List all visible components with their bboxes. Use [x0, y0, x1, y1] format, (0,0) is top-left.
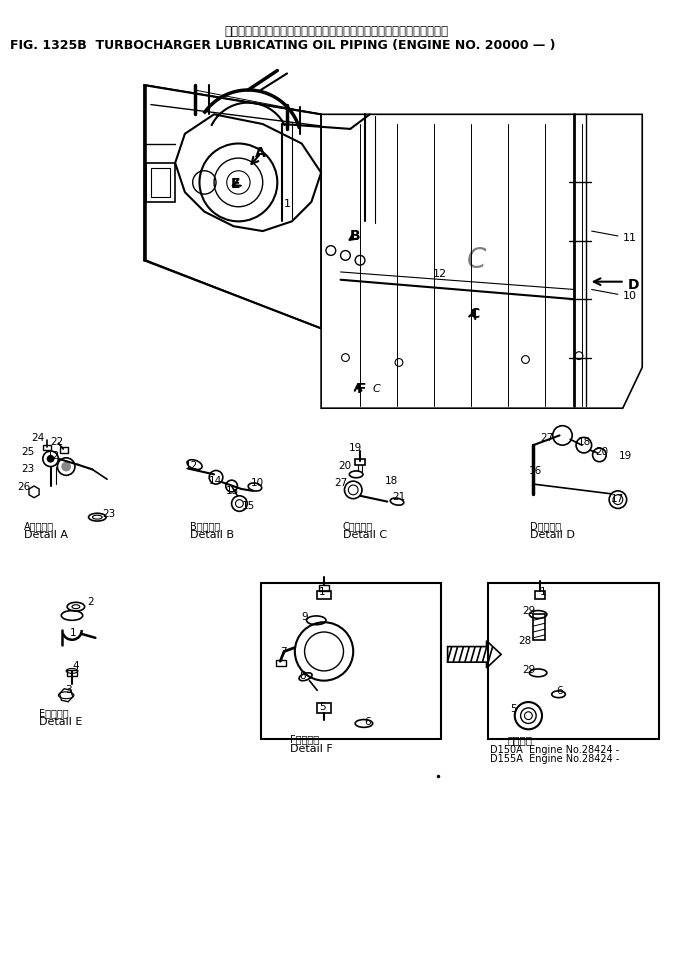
Text: 6: 6	[364, 718, 370, 728]
Text: F　詳　細: F 詳 細	[290, 734, 319, 744]
Text: 9: 9	[302, 613, 308, 622]
Circle shape	[46, 455, 55, 463]
Text: 27: 27	[540, 433, 554, 443]
Text: 26: 26	[17, 482, 30, 492]
Bar	[319, 585, 329, 591]
Text: 1: 1	[319, 587, 326, 597]
Text: 21: 21	[392, 492, 406, 502]
Bar	[276, 660, 286, 666]
Text: 19: 19	[619, 451, 632, 461]
Bar	[60, 447, 68, 453]
Text: B: B	[350, 229, 361, 243]
Text: 20: 20	[596, 447, 609, 457]
Text: A: A	[255, 146, 266, 161]
Text: 19: 19	[348, 443, 362, 453]
Bar	[489, 583, 659, 739]
Text: 12: 12	[432, 269, 447, 279]
Text: B　詳　細: B 詳 細	[190, 521, 220, 531]
Bar	[43, 445, 51, 450]
Text: C: C	[468, 307, 479, 320]
Bar	[67, 670, 77, 676]
Text: Detail C: Detail C	[343, 530, 387, 540]
Text: 27: 27	[335, 478, 348, 488]
Text: 13: 13	[226, 486, 239, 496]
Text: Detail F: Detail F	[290, 744, 333, 754]
Text: Detail E: Detail E	[39, 718, 82, 728]
Text: 16: 16	[529, 467, 542, 476]
Text: 11: 11	[623, 233, 637, 243]
Text: 12: 12	[185, 461, 198, 470]
Text: ターボチャージャ　ルーブリケーティングオイルパイピング　適用号機: ターボチャージャ ルーブリケーティングオイルパイピング 適用号機	[225, 24, 448, 38]
Text: Detail D: Detail D	[530, 530, 575, 540]
Text: 18: 18	[578, 437, 591, 447]
Text: 18: 18	[384, 476, 398, 486]
Text: D　詳　細: D 詳 細	[530, 521, 561, 531]
Text: 5: 5	[319, 702, 326, 712]
Bar	[535, 591, 545, 599]
Circle shape	[62, 462, 71, 471]
Text: 29: 29	[522, 665, 536, 675]
Text: 28: 28	[518, 636, 532, 646]
Text: E　詳　細: E 詳 細	[39, 708, 69, 718]
Text: 23: 23	[102, 509, 116, 519]
Text: Detail B: Detail B	[190, 530, 234, 540]
Bar	[146, 163, 175, 202]
Text: 8: 8	[300, 671, 307, 681]
Bar	[317, 703, 331, 713]
Text: 4: 4	[72, 661, 79, 671]
Text: 20: 20	[338, 461, 352, 470]
Text: FIG. 1325B  TURBOCHARGER LUBRICATING OIL PIPING (ENGINE NO. 20000 — ): FIG. 1325B TURBOCHARGER LUBRICATING OIL …	[10, 39, 555, 53]
Text: 適用号機: 適用号機	[508, 735, 533, 745]
Text: 22: 22	[51, 437, 64, 447]
Text: 17: 17	[611, 494, 624, 504]
Text: 1: 1	[284, 199, 291, 208]
Text: 1: 1	[70, 628, 77, 638]
Bar	[261, 583, 441, 739]
Text: 15: 15	[242, 502, 255, 511]
Text: 23: 23	[21, 465, 35, 474]
Text: F: F	[357, 382, 367, 395]
Bar	[317, 591, 331, 599]
Text: 25: 25	[21, 447, 35, 457]
Text: D150A  Engine No.28424 -: D150A Engine No.28424 -	[491, 745, 619, 755]
Bar	[534, 615, 545, 640]
Text: 1: 1	[540, 587, 547, 597]
Text: 29: 29	[522, 607, 536, 617]
Text: 6: 6	[556, 687, 563, 696]
Text: 7: 7	[280, 648, 287, 657]
Text: 12: 12	[46, 451, 60, 461]
Text: D: D	[628, 278, 639, 291]
Text: Detail A: Detail A	[24, 530, 69, 540]
Text: 24: 24	[31, 433, 44, 443]
Text: 5: 5	[510, 704, 516, 714]
Text: 10: 10	[623, 291, 637, 301]
Text: 10: 10	[251, 478, 264, 488]
Text: C: C	[373, 384, 381, 393]
Text: 3: 3	[65, 686, 72, 695]
Text: A　詳　は: A 詳 は	[24, 521, 55, 531]
Text: C　詳　細: C 詳 細	[343, 521, 373, 531]
Text: D155A  Engine No.28424 -: D155A Engine No.28424 -	[491, 755, 620, 765]
Text: C: C	[467, 246, 486, 275]
Text: 14: 14	[209, 476, 222, 486]
Bar	[355, 459, 365, 465]
Text: E: E	[230, 177, 240, 191]
Text: 2: 2	[88, 597, 94, 607]
Bar	[151, 168, 170, 197]
